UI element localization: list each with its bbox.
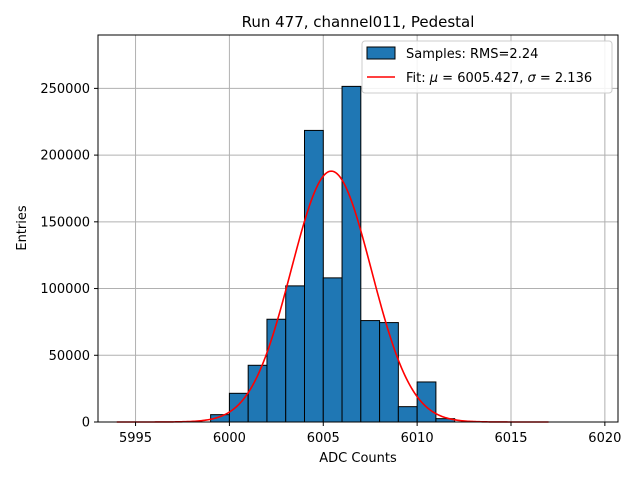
y-axis-ticks: 0 50000 100000 150000 200000 250000 [40,82,98,431]
x-tick-label: 5995 [119,431,152,446]
legend-fit-sigma-symbol: σ [528,71,537,86]
legend-fit-prefix: Fit: [406,71,430,86]
histogram-bar [416,381,437,423]
histogram-bar [379,322,399,423]
x-axis-label: ADC Counts [319,451,397,466]
histogram-bar [266,318,287,423]
x-tick-label: 6010 [401,431,434,446]
y-tick-label: 250000 [40,82,90,97]
legend-patch-samples [366,46,396,60]
legend-fit-mu-symbol: μ [429,71,438,86]
legend-label-samples: Samples: RMS=2.24 [406,47,538,62]
histogram-bar [397,406,418,423]
y-tick-label: 0 [82,416,90,431]
x-axis-ticks: 5995 6000 6005 6010 6015 6020 [119,422,621,446]
histogram-bar [341,85,362,423]
x-tick-label: 6000 [213,431,246,446]
histogram-bar [360,320,381,423]
legend-fit-sigma-value: = 2.136 [536,71,592,86]
y-tick-label: 50000 [49,349,90,364]
legend-fit-mu-value: = 6005.427, [438,71,527,86]
legend-label-fit: Fit: μ = 6005.427, σ = 2.136 [406,71,592,86]
legend: Samples: RMS=2.24 Fit: μ = 6005.427, σ =… [361,40,613,94]
x-tick-label: 6005 [307,431,340,446]
y-tick-label: 200000 [40,149,90,164]
legend-box [361,40,613,94]
histogram-bar [322,277,343,423]
chart-title: Run 477, channel011, Pedestal [242,13,475,31]
y-tick-label: 100000 [40,282,90,297]
histogram-bars [210,85,456,423]
histogram-bar [247,364,268,423]
x-tick-label: 6015 [494,431,527,446]
histogram-bar [303,129,324,423]
plot-frame [97,34,619,423]
x-tick-label: 6020 [588,431,621,446]
y-axis-label: Entries [15,205,30,251]
histogram-bar [285,285,305,423]
y-tick-label: 150000 [40,215,90,230]
